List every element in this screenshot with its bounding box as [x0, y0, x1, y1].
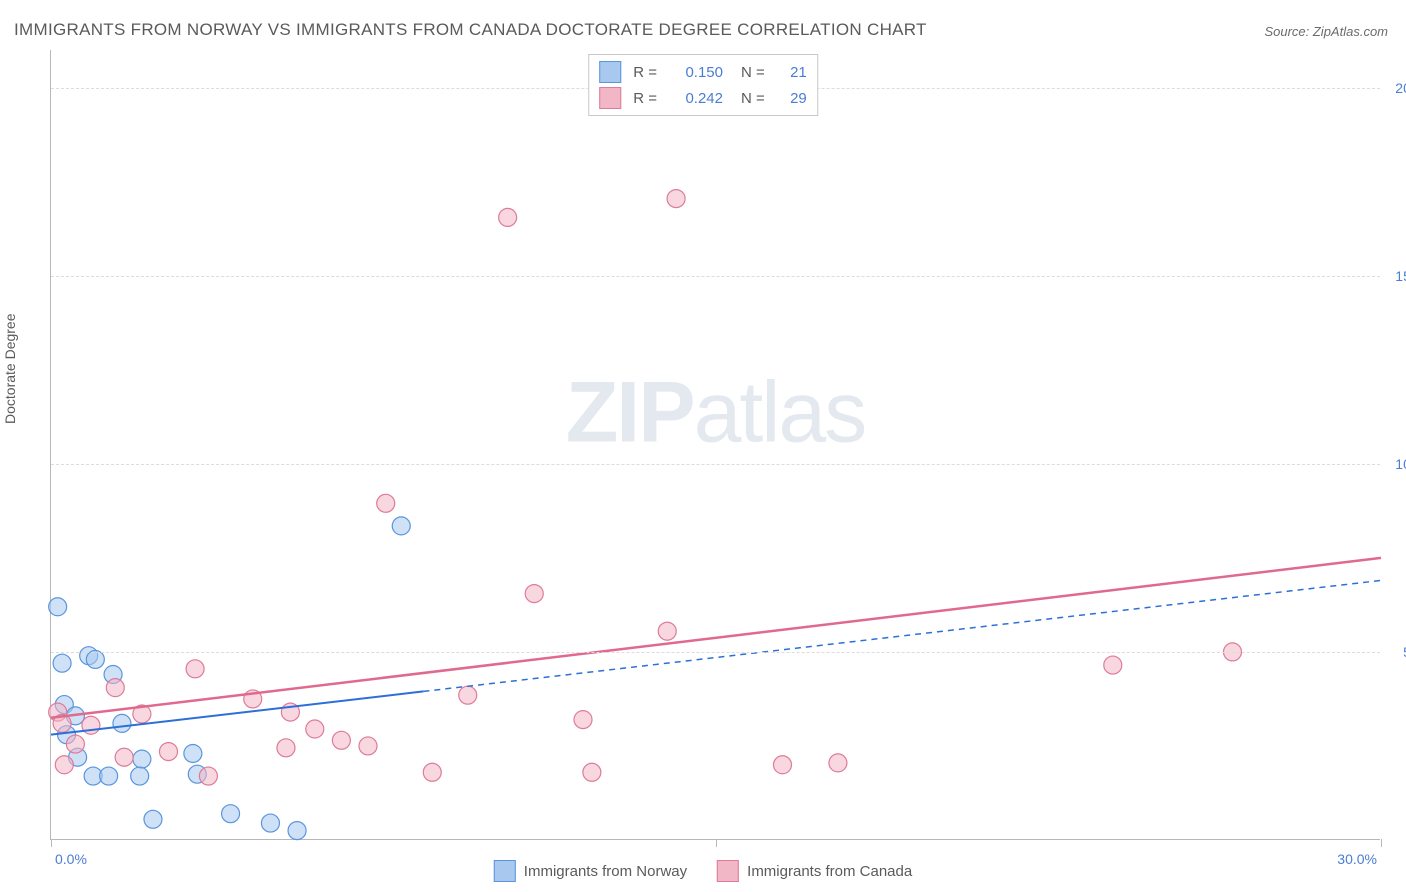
scatter-point: [667, 190, 685, 208]
grid-line: [51, 652, 1380, 653]
scatter-point: [199, 767, 217, 785]
x-tick-label: 30.0%: [1337, 851, 1377, 867]
grid-line: [51, 464, 1380, 465]
scatter-point: [423, 763, 441, 781]
scatter-point: [66, 735, 84, 753]
scatter-point: [55, 756, 73, 774]
legend-item-canada: Immigrants from Canada: [717, 860, 912, 882]
grid-line: [51, 276, 1380, 277]
n-label: N =: [741, 90, 765, 107]
scatter-point: [159, 743, 177, 761]
r-label: R =: [633, 90, 657, 107]
scatter-point: [222, 805, 240, 823]
legend-correlation-box: R = 0.150 N = 21 R = 0.242 N = 29: [588, 54, 818, 116]
scatter-point: [658, 622, 676, 640]
scatter-point: [131, 767, 149, 785]
legend-label-norway: Immigrants from Norway: [524, 863, 687, 880]
scatter-point: [288, 822, 306, 840]
r-value-norway: 0.150: [665, 64, 723, 81]
source-attribution: Source: ZipAtlas.com: [1264, 24, 1388, 39]
legend-label-canada: Immigrants from Canada: [747, 863, 912, 880]
scatter-point: [377, 494, 395, 512]
n-value-norway: 21: [773, 64, 807, 81]
legend-row-norway: R = 0.150 N = 21: [599, 59, 807, 85]
legend-bottom: Immigrants from Norway Immigrants from C…: [494, 860, 912, 882]
scatter-point: [574, 711, 592, 729]
y-tick-label: 15.0%: [1395, 268, 1406, 284]
trend-line: [51, 558, 1381, 718]
scatter-point: [133, 750, 151, 768]
swatch-norway: [494, 860, 516, 882]
scatter-point: [113, 714, 131, 732]
plot-area: ZIPatlas 5.0%10.0%15.0%20.0%0.0%30.0%: [50, 50, 1380, 840]
trend-line: [51, 691, 423, 734]
swatch-canada: [717, 860, 739, 882]
scatter-point: [359, 737, 377, 755]
scatter-point: [144, 810, 162, 828]
scatter-point: [86, 650, 104, 668]
scatter-point: [115, 748, 133, 766]
scatter-point: [829, 754, 847, 772]
swatch-norway: [599, 61, 621, 83]
y-tick-label: 20.0%: [1395, 80, 1406, 96]
scatter-point: [306, 720, 324, 738]
y-axis-label: Doctorate Degree: [2, 313, 18, 424]
scatter-point: [277, 739, 295, 757]
scatter-chart-svg: [51, 50, 1380, 839]
x-tick: [1381, 839, 1382, 847]
scatter-point: [332, 731, 350, 749]
r-label: R =: [633, 64, 657, 81]
scatter-point: [459, 686, 477, 704]
legend-item-norway: Immigrants from Norway: [494, 860, 687, 882]
scatter-point: [49, 598, 67, 616]
chart-title: IMMIGRANTS FROM NORWAY VS IMMIGRANTS FRO…: [14, 20, 927, 40]
x-tick: [51, 839, 52, 847]
scatter-point: [525, 585, 543, 603]
scatter-point: [499, 208, 517, 226]
n-value-canada: 29: [773, 90, 807, 107]
scatter-point: [186, 660, 204, 678]
legend-row-canada: R = 0.242 N = 29: [599, 85, 807, 111]
swatch-canada: [599, 87, 621, 109]
scatter-point: [261, 814, 279, 832]
x-tick: [716, 839, 717, 847]
scatter-point: [583, 763, 601, 781]
scatter-point: [774, 756, 792, 774]
scatter-point: [1104, 656, 1122, 674]
scatter-point: [392, 517, 410, 535]
scatter-point: [106, 679, 124, 697]
y-tick-label: 10.0%: [1395, 456, 1406, 472]
trend-line-extension: [423, 580, 1381, 691]
r-value-canada: 0.242: [665, 90, 723, 107]
scatter-point: [53, 654, 71, 672]
scatter-point: [184, 744, 202, 762]
scatter-point: [100, 767, 118, 785]
n-label: N =: [741, 64, 765, 81]
x-tick-label: 0.0%: [55, 851, 87, 867]
